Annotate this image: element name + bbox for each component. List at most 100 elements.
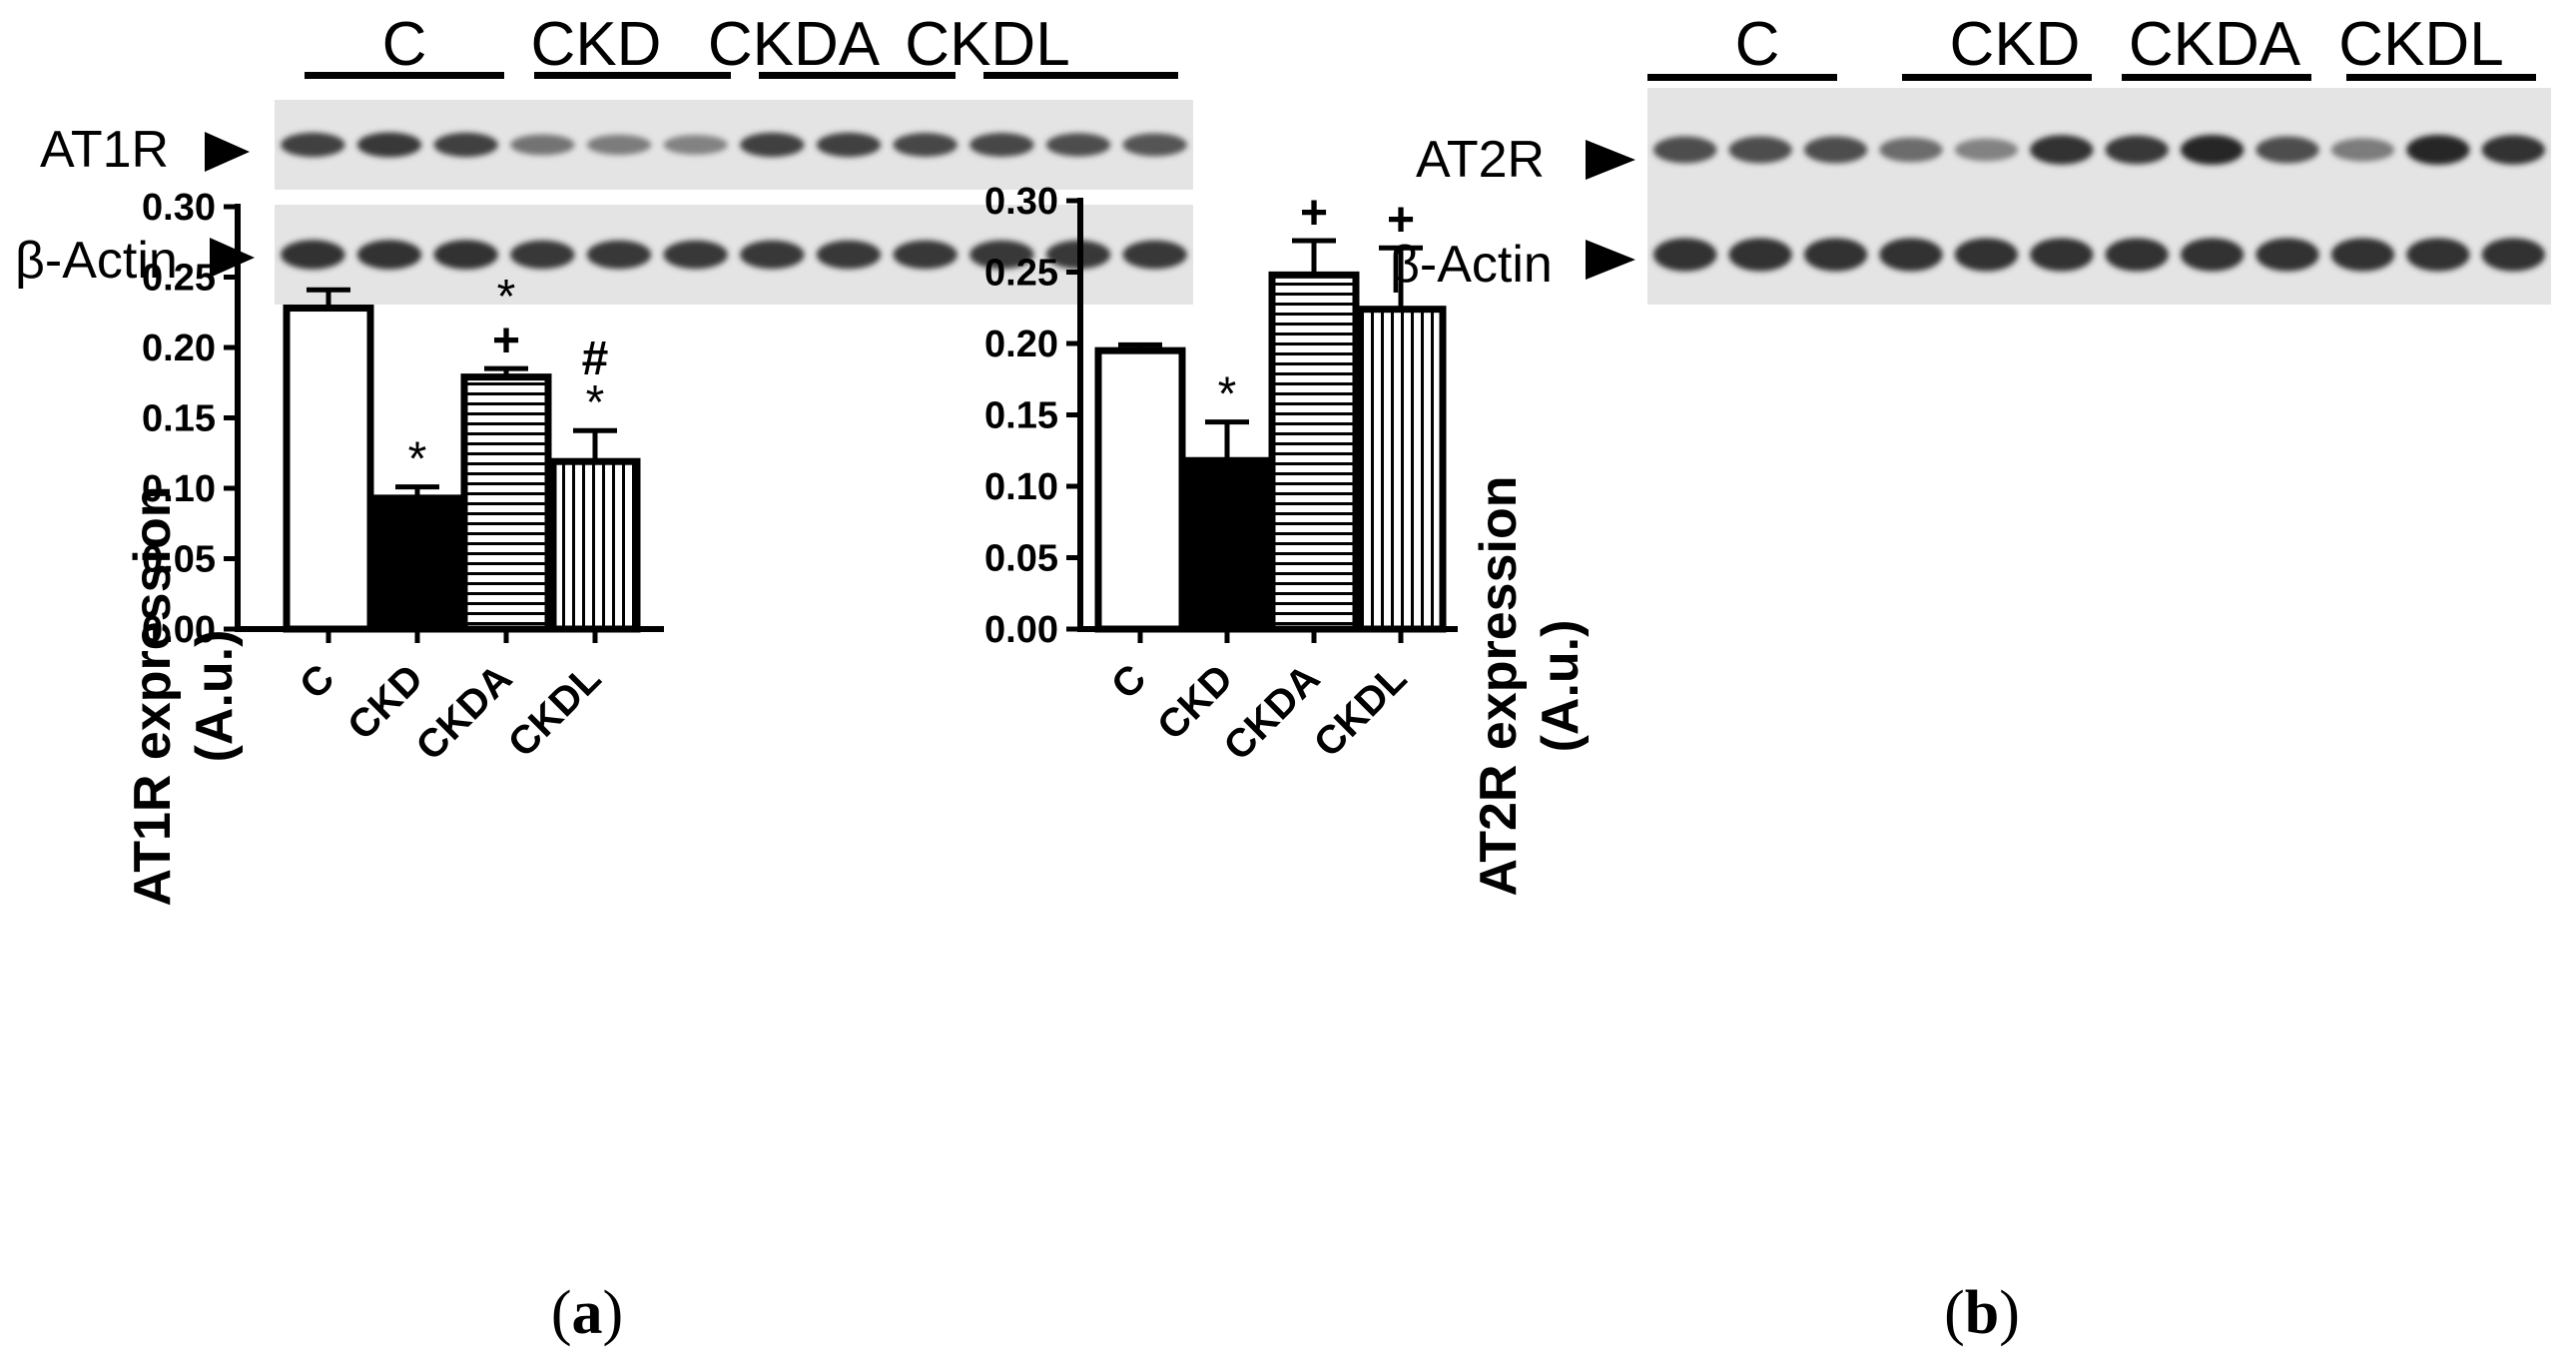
y-axis-label: AT1R expression — [124, 486, 182, 907]
group-underline — [305, 72, 504, 79]
blot-band — [1728, 136, 1792, 164]
y-tick-label: 0.05 — [984, 538, 1058, 580]
blot-band — [893, 133, 958, 157]
y-tick-label: 0.00 — [142, 609, 216, 651]
blot-row-label: β-Actin — [15, 232, 178, 290]
blot-group-headers: C CKD CKDA CKDL — [305, 10, 1178, 79]
significance-mark: * — [497, 271, 516, 324]
blot-band — [663, 135, 728, 155]
blot-b: C CKD CKDA CKDL AT2R β-Actin — [1390, 10, 2551, 305]
blot-band — [1122, 133, 1187, 157]
blot-row-label: AT2R — [1416, 131, 1545, 189]
blot-band — [1045, 133, 1111, 157]
y-axis-title: AT1R expression (A.u.) — [124, 486, 244, 907]
arrowhead-icon — [1586, 240, 1635, 280]
group-underline — [1902, 74, 2092, 81]
blot-band — [356, 240, 422, 270]
blot-band — [969, 240, 1034, 270]
blot-band — [281, 240, 345, 270]
blot-band — [1803, 238, 1868, 272]
arrowhead-icon — [205, 132, 250, 172]
blot-band — [663, 240, 728, 270]
blot-strip — [275, 100, 1193, 190]
blot-band — [281, 132, 345, 158]
blot-band — [433, 240, 498, 270]
blot-group-label: C — [1735, 10, 1780, 79]
blot-row-loading: β-Actin — [1390, 205, 2551, 305]
blot-strip — [1647, 205, 2551, 305]
y-axis-label: AT2R expression — [1470, 476, 1528, 897]
blot-band — [2330, 238, 2395, 272]
group-underline — [1647, 74, 1837, 81]
blot-band — [1879, 238, 1943, 272]
blot-band — [1954, 138, 2019, 162]
bar — [1355, 306, 1447, 633]
y-tick-label: 0.10 — [984, 466, 1058, 508]
y-axis-unit: (A.u.) — [1532, 620, 1590, 753]
blot-row-target: AT2R — [1416, 88, 2551, 208]
blot-band — [2255, 136, 2319, 164]
bar — [1268, 271, 1360, 633]
x-tick-label: CKDL — [1306, 656, 1416, 766]
blot-row-label: β-Actin — [1390, 236, 1553, 294]
y-tick-label: 0.25 — [142, 258, 216, 300]
blot-band — [1954, 238, 2019, 272]
y-tick-label: 0.10 — [142, 468, 216, 510]
blot-band — [2406, 135, 2470, 165]
blot-strip — [1647, 88, 2551, 208]
panel-a: C CKD CKDA CKDL AT1R β-Actin — [15, 10, 1193, 1347]
blot-band — [1803, 136, 1868, 164]
y-tick-label: 0.00 — [984, 609, 1058, 651]
blot-band — [586, 134, 652, 156]
bar — [283, 305, 374, 633]
x-tick-label: C — [1103, 656, 1155, 708]
x-tick-label: CKDA — [408, 656, 521, 769]
blot-band — [969, 133, 1034, 157]
blot-band — [1653, 136, 1717, 164]
blot-strip — [275, 205, 1193, 305]
blot-band — [1728, 238, 1792, 272]
arrowhead-icon — [210, 238, 255, 278]
y-tick-label: 0.05 — [142, 539, 216, 581]
group-underline — [759, 72, 956, 79]
blot-group-label: CKDL — [2338, 10, 2503, 79]
blot-band — [356, 132, 422, 158]
panel-b: C CKD CKDA CKDL AT2R β-Actin — [984, 10, 2551, 1347]
group-underline — [2346, 74, 2536, 81]
blot-group-label: CKDA — [708, 10, 881, 79]
blot-band — [816, 240, 882, 270]
blot-band — [893, 240, 958, 270]
blot-band — [510, 134, 575, 156]
y-tick-label: 0.25 — [984, 253, 1058, 295]
blot-band — [2105, 135, 2169, 165]
blot-band — [2481, 135, 2545, 165]
panel-caption: (b) — [1944, 1279, 2020, 1347]
blot-group-label: CKDA — [2129, 10, 2301, 79]
group-underline — [534, 72, 731, 79]
significance-mark: # — [582, 333, 609, 385]
blot-band — [2481, 238, 2545, 272]
blot-band — [433, 132, 498, 158]
blot-row-loading: β-Actin — [15, 205, 1193, 305]
blot-group-label: CKD — [1950, 10, 2081, 79]
blot-band — [2105, 238, 2169, 272]
blot-band — [2180, 135, 2245, 165]
bar — [1094, 346, 1186, 633]
significance-mark: + — [1300, 187, 1328, 240]
x-tick-label: CKDL — [500, 656, 610, 766]
y-axis-unit: (A.u.) — [186, 630, 244, 763]
blot-band — [2255, 238, 2319, 272]
significance-mark: * — [586, 376, 605, 429]
blot-group-label: CKDL — [905, 10, 1069, 79]
blot-band — [816, 132, 882, 158]
group-underline — [2122, 74, 2311, 81]
y-tick-label: 0.15 — [984, 395, 1058, 437]
significance-mark: + — [492, 315, 520, 367]
y-axis-title: AT2R expression (A.u.) — [1470, 476, 1590, 897]
group-underline — [983, 72, 1178, 79]
blot-band — [2330, 138, 2395, 162]
blot-band — [740, 240, 805, 270]
panel-caption: (a) — [551, 1279, 623, 1347]
blot-band — [2030, 238, 2094, 272]
blot-a: C CKD CKDA CKDL AT1R β-Actin — [15, 10, 1193, 305]
